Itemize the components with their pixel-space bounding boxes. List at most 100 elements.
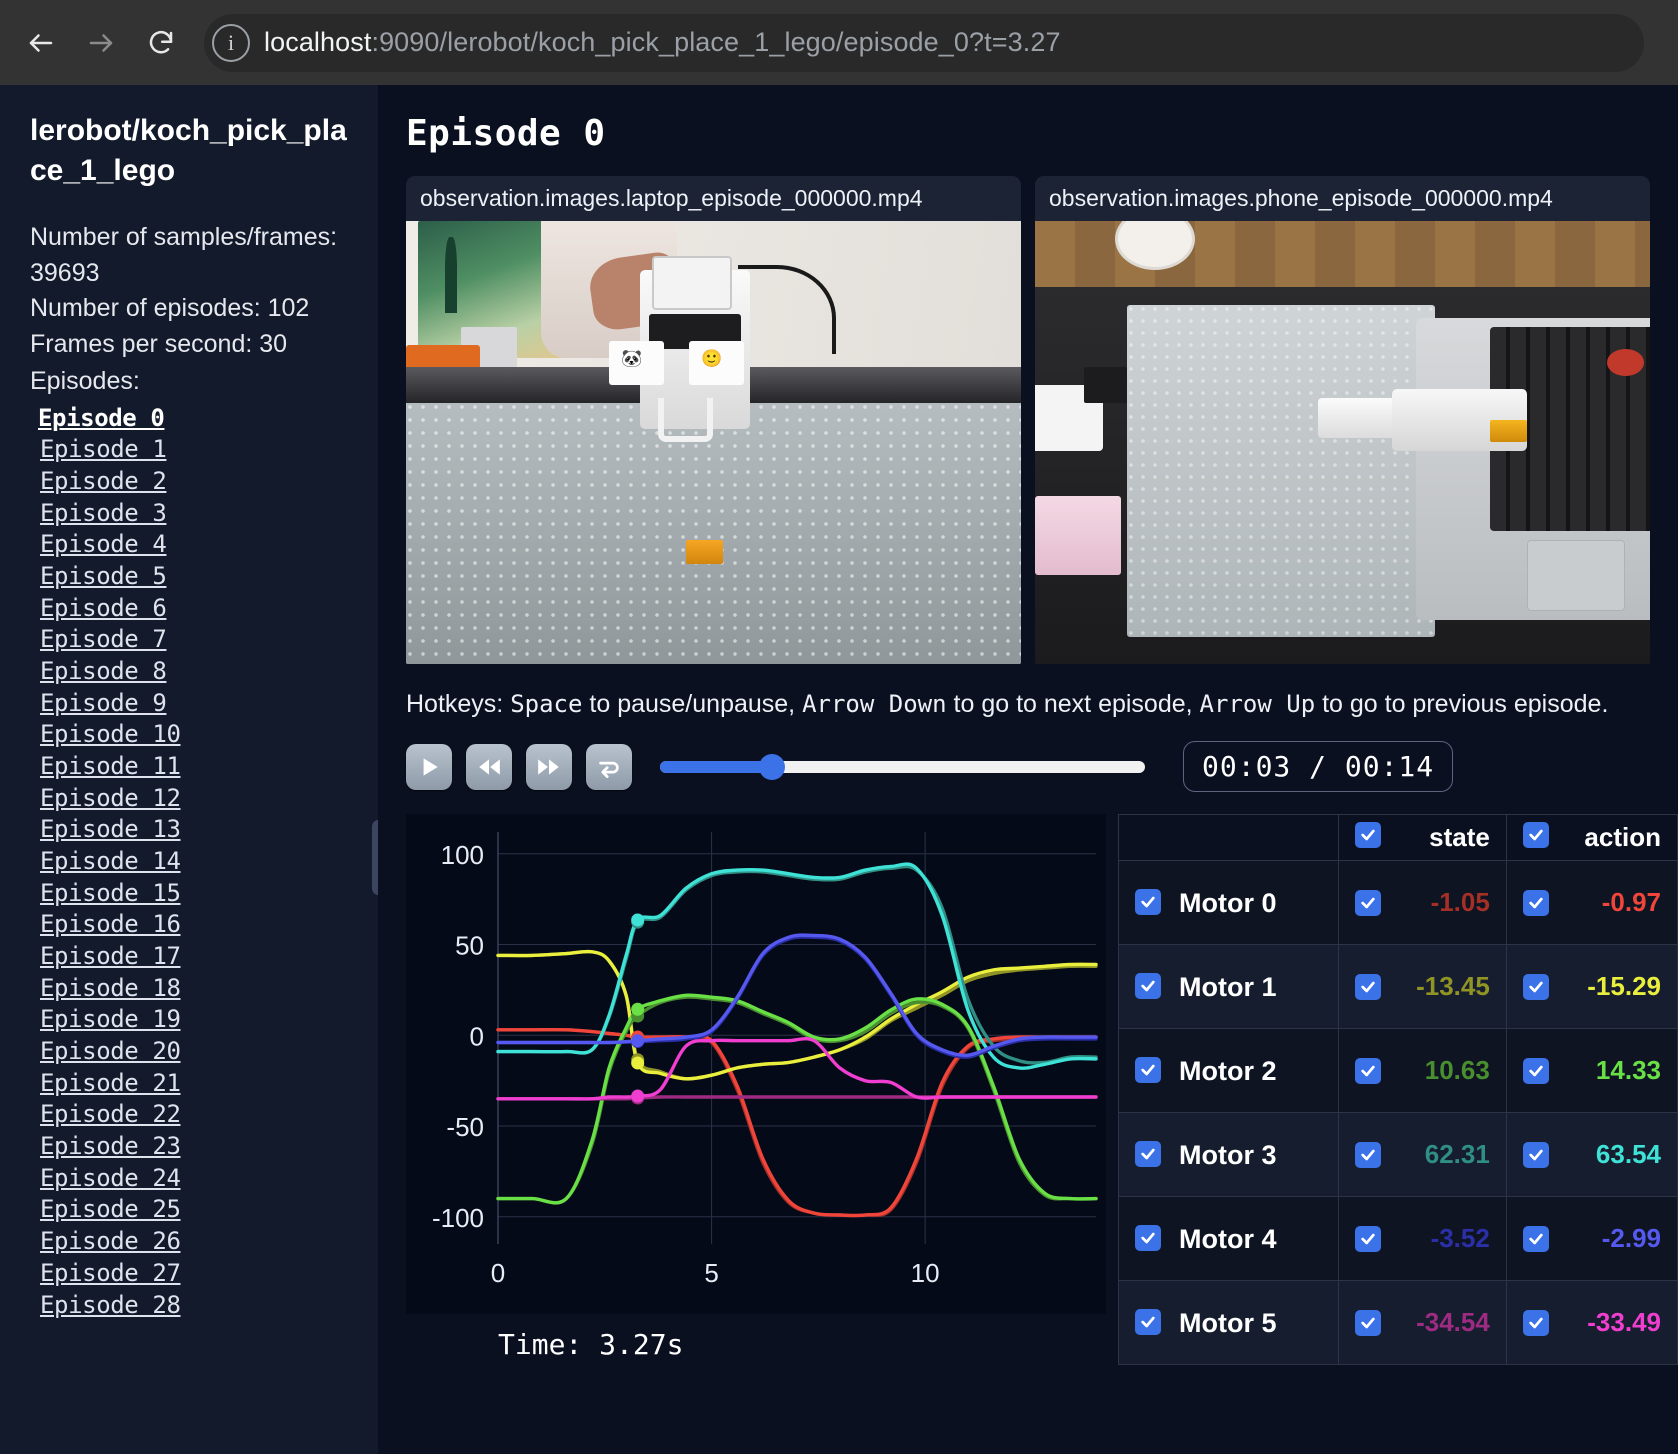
motor-5-checkbox[interactable]: [1135, 1309, 1161, 1336]
motor-2-action-checkbox[interactable]: [1522, 1058, 1549, 1084]
motor-name-cell-0[interactable]: Motor 0: [1117, 860, 1340, 945]
chart-line-motor-2-action: [496, 993, 1098, 1205]
motor-0-state-cell[interactable]: -1.05: [1338, 860, 1507, 945]
header-action[interactable]: action: [1505, 814, 1678, 861]
motor-name-cell-3[interactable]: Motor 3: [1117, 1112, 1340, 1197]
sidebar-item-episode-19[interactable]: Episode 19: [40, 1005, 181, 1034]
sidebar-item-episode-27[interactable]: Episode 27: [40, 1258, 181, 1287]
motor-1-state-cell[interactable]: -13.45: [1338, 944, 1507, 1029]
motor-name-cell-5[interactable]: Motor 5: [1117, 1280, 1340, 1365]
motor-0-action-cell[interactable]: -0.97: [1505, 860, 1678, 945]
motor-name-cell-4[interactable]: Motor 4: [1117, 1196, 1340, 1281]
motor-2-state-cell[interactable]: 10.63: [1338, 1028, 1507, 1113]
action-column-checkbox[interactable]: [1522, 822, 1549, 848]
motor-1-checkbox[interactable]: [1135, 973, 1161, 1000]
motor-1-state-checkbox[interactable]: [1355, 974, 1382, 1000]
motor-4-state-checkbox[interactable]: [1355, 1226, 1382, 1252]
sidebar-item-episode-8[interactable]: Episode 8: [40, 657, 167, 686]
motor-name-cell-2[interactable]: Motor 2: [1117, 1028, 1340, 1113]
motor-1-action-value: -15.29: [1587, 971, 1661, 1001]
check-icon: [1529, 1149, 1543, 1161]
sidebar-item-episode-15[interactable]: Episode 15: [40, 878, 181, 907]
sidebar-item-episode-0[interactable]: Episode 0: [38, 403, 165, 432]
motor-1-action-checkbox[interactable]: [1522, 974, 1549, 1000]
motor-2-checkbox[interactable]: [1135, 1057, 1161, 1084]
motor-5-action-checkbox[interactable]: [1522, 1310, 1549, 1336]
sidebar-item-episode-28[interactable]: Episode 28: [40, 1290, 181, 1319]
sidebar-item-episode-17[interactable]: Episode 17: [40, 942, 181, 971]
motor-2-action-cell[interactable]: 14.33: [1505, 1028, 1678, 1113]
check-icon: [1141, 980, 1155, 992]
motor-2-state-checkbox[interactable]: [1355, 1058, 1382, 1084]
sidebar-item-episode-4[interactable]: Episode 4: [40, 530, 167, 559]
check-icon: [1361, 981, 1375, 993]
motor-4-checkbox[interactable]: [1135, 1225, 1161, 1252]
check-icon: [1141, 1064, 1155, 1076]
sidebar-item-episode-14[interactable]: Episode 14: [40, 847, 181, 876]
forward-button[interactable]: [78, 20, 124, 66]
rewind-button[interactable]: [466, 743, 512, 790]
motors-table: state action Motor 0 -1.05 -0.97 Motor 1 -13…: [1117, 814, 1678, 1365]
motor-name-cell-1[interactable]: Motor 1: [1117, 944, 1340, 1029]
sidebar-item-episode-18[interactable]: Episode 18: [40, 973, 181, 1002]
sidebar-item-episode-20[interactable]: Episode 20: [40, 1037, 181, 1066]
sidebar-item-episode-13[interactable]: Episode 13: [40, 815, 181, 844]
motor-4-action-checkbox[interactable]: [1522, 1226, 1549, 1252]
sidebar-item-episode-1[interactable]: Episode 1: [40, 435, 167, 464]
fast-forward-button[interactable]: [526, 743, 572, 790]
timeseries-chart[interactable]: -100 -50 0 50 100 0 5 10 Time: 3.27s: [406, 814, 1106, 1365]
motor-3-state-cell[interactable]: 62.31: [1338, 1112, 1507, 1197]
video-player-laptop[interactable]: 🐼 🙂: [406, 221, 1021, 664]
sidebar-item-episode-24[interactable]: Episode 24: [40, 1163, 181, 1192]
motor-3-checkbox[interactable]: [1135, 1141, 1161, 1168]
episode-list: Episode 0 Episode 1 Episode 2 Episode 3 Epis…: [30, 403, 352, 1321]
sidebar-item-episode-26[interactable]: Episode 26: [40, 1227, 181, 1256]
motor-4-state-cell[interactable]: -3.52: [1338, 1196, 1507, 1281]
motor-0-state-value: -1.05: [1430, 887, 1490, 917]
motor-0-state-checkbox[interactable]: [1355, 890, 1382, 916]
sidebar: lerobot/koch_pick_place_1_lego Number of…: [0, 85, 378, 1454]
state-column-checkbox[interactable]: [1355, 822, 1382, 848]
sidebar-item-episode-21[interactable]: Episode 21: [40, 1068, 181, 1097]
motor-3-state-checkbox[interactable]: [1355, 1142, 1382, 1168]
back-arrow-icon: [29, 33, 53, 52]
info-circle-icon[interactable]: i: [212, 23, 250, 62]
sidebar-item-episode-16[interactable]: Episode 16: [40, 910, 181, 939]
motor-1-action-cell[interactable]: -15.29: [1505, 944, 1678, 1029]
motor-3-action-cell[interactable]: 63.54: [1505, 1112, 1678, 1197]
motor-5-action-cell[interactable]: -33.49: [1505, 1280, 1678, 1365]
sidebar-item-episode-2[interactable]: Episode 2: [40, 467, 167, 496]
motor-0-checkbox[interactable]: [1135, 889, 1161, 916]
sidebar-item-episode-22[interactable]: Episode 22: [40, 1100, 181, 1129]
sidebar-item-episode-7[interactable]: Episode 7: [40, 625, 167, 654]
url-host: localhost: [264, 27, 372, 57]
sidebar-item-episode-11[interactable]: Episode 11: [40, 752, 181, 781]
video-player-phone[interactable]: [1035, 221, 1650, 664]
play-button[interactable]: [406, 743, 452, 790]
back-button[interactable]: [18, 20, 64, 66]
reload-button[interactable]: [138, 20, 184, 66]
header-state[interactable]: state: [1338, 814, 1507, 861]
seek-slider[interactable]: [660, 744, 1145, 790]
motor-0-action-checkbox[interactable]: [1522, 890, 1549, 916]
motor-5-state-checkbox[interactable]: [1355, 1310, 1382, 1336]
motor-4-action-cell[interactable]: -2.99: [1505, 1196, 1678, 1281]
sidebar-item-episode-10[interactable]: Episode 10: [40, 720, 181, 749]
motor-3-action-checkbox[interactable]: [1522, 1142, 1549, 1168]
sidebar-item-episode-3[interactable]: Episode 3: [40, 498, 167, 527]
sidebar-item-episode-5[interactable]: Episode 5: [40, 562, 167, 591]
sidebar-resize-handle[interactable]: [372, 820, 378, 895]
hotkey-space: Space: [510, 690, 583, 718]
sidebar-item-episode-9[interactable]: Episode 9: [40, 688, 167, 717]
seek-thumb[interactable]: [758, 753, 785, 780]
sidebar-item-episode-25[interactable]: Episode 25: [40, 1195, 181, 1224]
table-row: Motor 3 62.31 63.54: [1117, 1112, 1678, 1197]
sidebar-item-episode-12[interactable]: Episode 12: [40, 783, 181, 812]
video-title-phone: observation.images.phone_episode_000000.…: [1035, 176, 1650, 221]
video-card-phone: observation.images.phone_episode_000000.…: [1035, 176, 1650, 664]
loop-button[interactable]: [586, 743, 632, 790]
sidebar-item-episode-23[interactable]: Episode 23: [40, 1132, 181, 1161]
motor-5-state-cell[interactable]: -34.54: [1338, 1280, 1507, 1365]
sidebar-item-episode-6[interactable]: Episode 6: [40, 593, 167, 622]
address-bar[interactable]: i localhost:9090/lerobot/koch_pick_place…: [204, 13, 1644, 72]
